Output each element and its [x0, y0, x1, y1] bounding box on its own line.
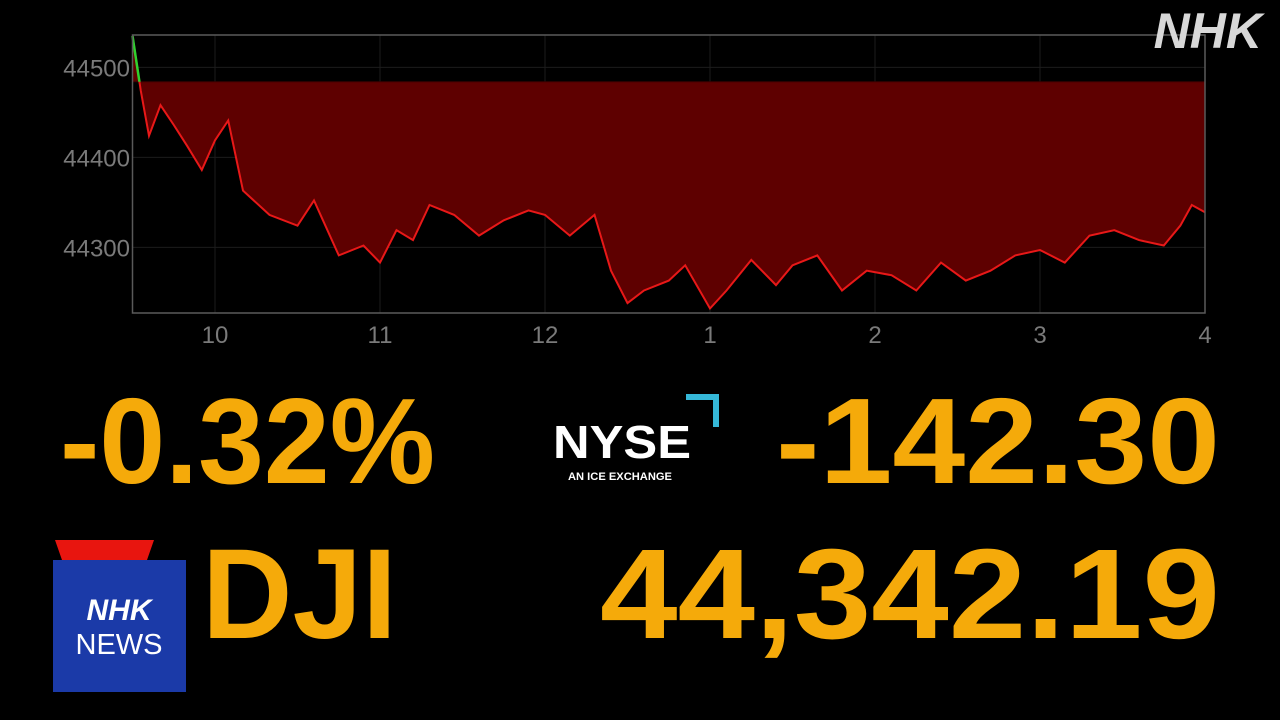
- news-logo-top-text: NHK: [87, 594, 154, 627]
- broadcaster-mark: NHK: [1154, 3, 1266, 59]
- y-tick-label: 44400: [63, 145, 130, 172]
- y-tick-label: 44300: [63, 235, 130, 262]
- news-logo-top: [55, 540, 154, 560]
- y-tick-label: 44500: [63, 55, 130, 82]
- news-logo-box: [53, 560, 186, 692]
- plot-frame: [131, 34, 1206, 314]
- x-tick-label: 11: [368, 322, 393, 349]
- exchange-logo-corner: [686, 394, 719, 427]
- price: 44,342.19: [600, 523, 1220, 666]
- x-tick-label: 4: [1198, 322, 1211, 349]
- news-logo-bottom-text: NEWS: [76, 629, 163, 661]
- area: [132, 35, 1205, 309]
- x-tick-label: 12: [532, 322, 559, 349]
- x-tick-label: 10: [202, 322, 229, 349]
- exchange-name: NYSE: [553, 416, 691, 468]
- x-tick-label: 1: [703, 322, 716, 349]
- x-tick-label: 2: [868, 322, 881, 349]
- change: -142.30: [776, 373, 1220, 509]
- x-tick-label: 3: [1033, 322, 1046, 349]
- symbol: DJI: [202, 523, 397, 666]
- change-percent: -0.32%: [60, 373, 435, 509]
- exchange-tagline: AN ICE EXCHANGE: [568, 471, 672, 483]
- line: [131, 35, 1206, 311]
